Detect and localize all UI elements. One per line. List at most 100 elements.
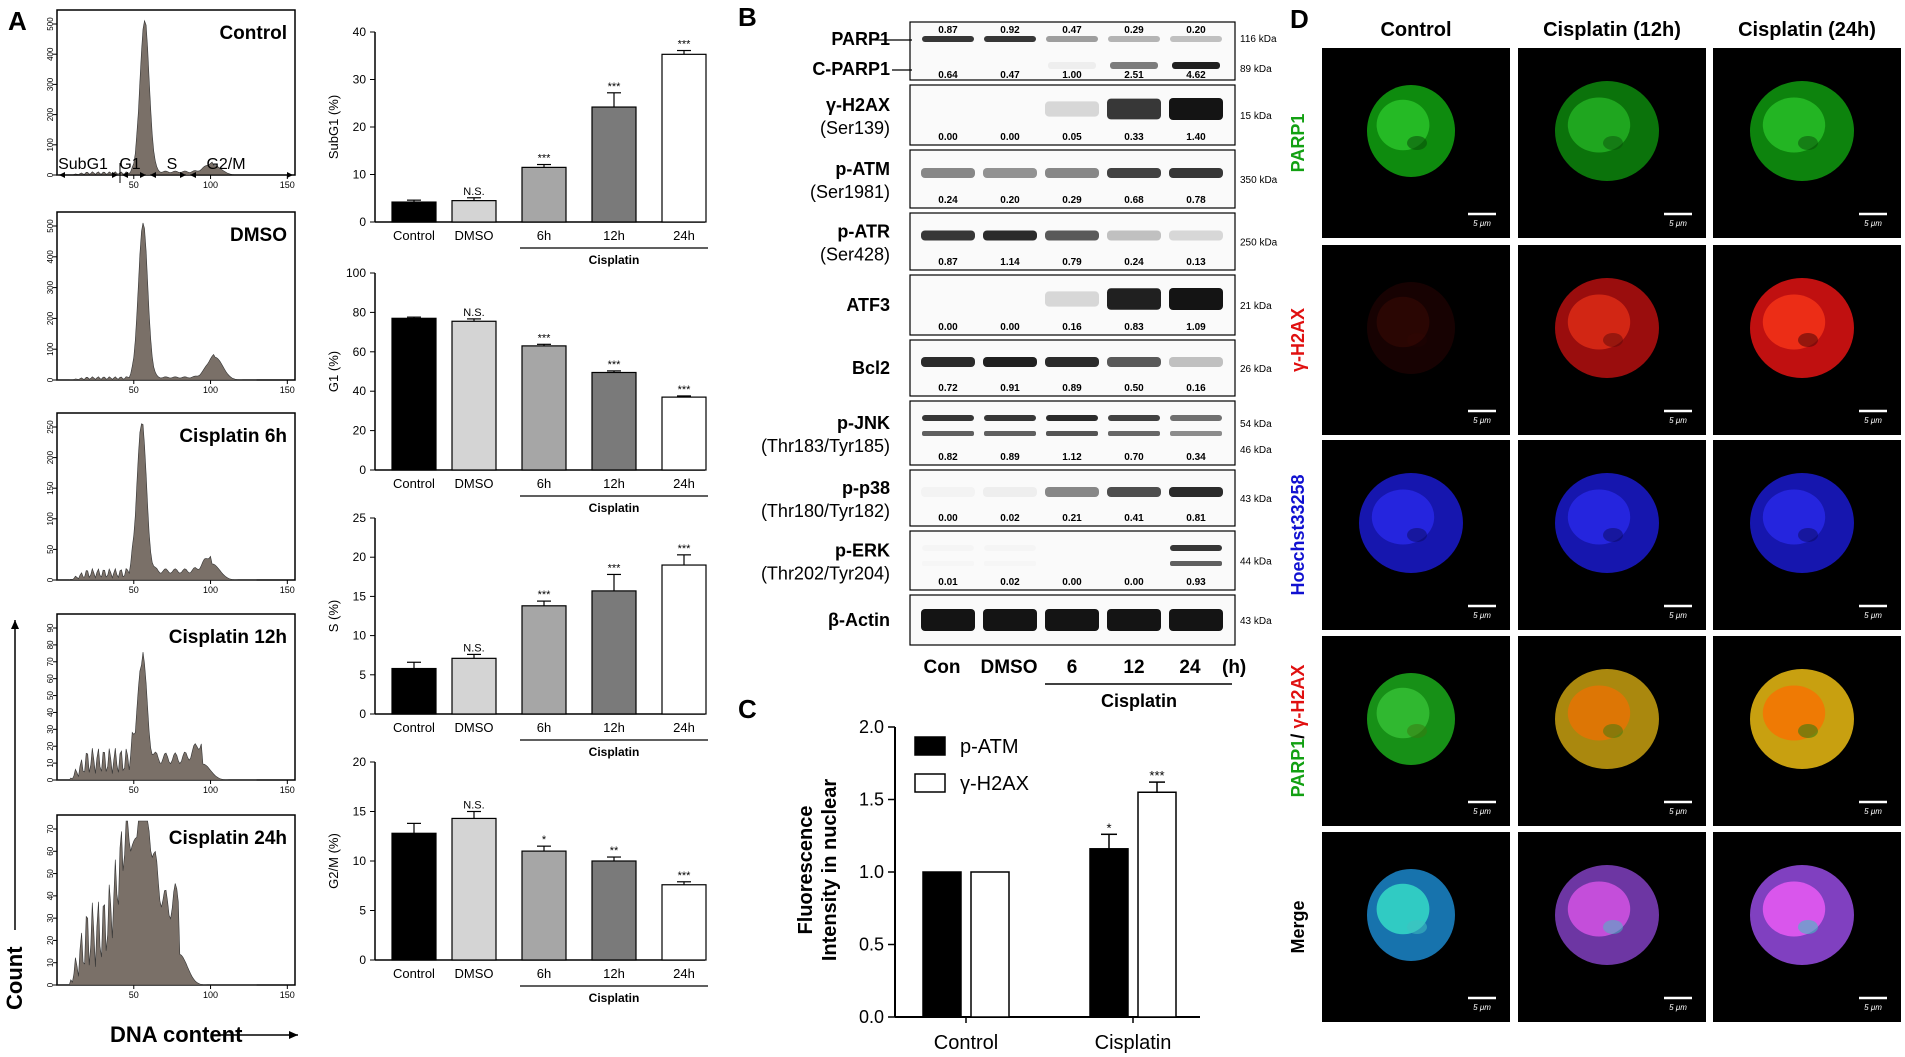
significance-label: *** xyxy=(538,332,552,344)
blot-band xyxy=(1169,168,1223,178)
band-value: 0.93 xyxy=(1186,577,1206,588)
kda-label: 46 kDa xyxy=(1240,445,1272,456)
flow-xtick-label: 150 xyxy=(280,785,295,795)
flow-histogram xyxy=(57,652,257,781)
band-value: 1.12 xyxy=(1062,452,1082,463)
flow-ytick-label: 500 xyxy=(46,17,55,31)
kda-label: 44 kDa xyxy=(1240,557,1272,568)
blot-band xyxy=(984,36,1036,42)
bar-ytick-label: 15 xyxy=(353,805,367,819)
blot-label: p-ATM xyxy=(835,159,890,179)
region-label: G2/M xyxy=(206,156,245,173)
flow-ytick-label: 0 xyxy=(46,982,55,987)
bar xyxy=(391,832,437,961)
flow-ytick-label: 50 xyxy=(46,544,55,553)
bar-ytick-label: 10 xyxy=(353,854,367,868)
kda-label: 116 kDa xyxy=(1240,34,1277,45)
bar-category-label: 24h xyxy=(673,720,695,735)
band-value: 0.68 xyxy=(1124,195,1144,206)
region-arrowhead-right xyxy=(112,172,118,178)
row-label: PARP1/ γ-H2AX xyxy=(1288,665,1308,798)
band-value: 0.47 xyxy=(1062,25,1082,36)
bar-ytick-label: 5 xyxy=(359,904,366,918)
group-label: Cisplatin xyxy=(1101,691,1177,711)
bar-category-label: 12h xyxy=(603,228,625,243)
blot-band xyxy=(983,487,1037,497)
flow-ytick-label: 100 xyxy=(46,138,55,152)
blot-band xyxy=(983,168,1037,178)
flow-ytick-label: 400 xyxy=(46,47,55,61)
band-value: 1.40 xyxy=(1186,132,1206,143)
blot-band xyxy=(921,168,975,178)
significance-label: N.S. xyxy=(463,307,484,319)
blot-frame xyxy=(909,212,1236,271)
blot-frame xyxy=(909,339,1236,397)
band-value: 0.50 xyxy=(1124,383,1144,394)
band-value: 0.87 xyxy=(938,257,958,268)
kda-label: 54 kDa xyxy=(1240,419,1272,430)
lane-label: 6 xyxy=(1067,657,1078,678)
band-value: 0.00 xyxy=(1124,577,1144,588)
bar-category-label: Control xyxy=(393,228,435,243)
flow-xtick-label: 150 xyxy=(280,585,295,595)
bar-ylabel: S (%) xyxy=(326,600,341,633)
nucleolus xyxy=(1798,136,1818,150)
flow-xtick-label: 50 xyxy=(129,785,139,795)
bar-ytick-label: 0 xyxy=(359,215,366,229)
bar xyxy=(521,850,567,961)
nucleolus xyxy=(1798,333,1818,347)
flow-ytick-label: 70 xyxy=(46,657,55,666)
group-label: Cisplatin xyxy=(589,991,640,1005)
blot-band xyxy=(1108,36,1160,42)
blot-band xyxy=(1045,168,1099,178)
bar-ytick-label: 0.0 xyxy=(859,1007,884,1027)
scale-bar-label: 5 μm xyxy=(1864,1003,1882,1012)
bar-category-label: 24h xyxy=(673,228,695,243)
bar-category-label: Control xyxy=(393,476,435,491)
band-value: 0.20 xyxy=(1186,25,1206,36)
blot-band xyxy=(983,102,1037,116)
blot-band xyxy=(1107,609,1161,631)
region-arrowhead-left xyxy=(59,172,65,178)
row-label-part: γ-H2AX xyxy=(1288,665,1308,729)
region-label: SubG1 xyxy=(58,156,108,173)
blot-band xyxy=(922,415,974,421)
nucleolus xyxy=(1603,920,1623,934)
nucleus-highlight xyxy=(1376,296,1430,348)
legend-swatch xyxy=(914,773,946,793)
band-value: 0.00 xyxy=(938,132,958,143)
bar-category-label: 12h xyxy=(603,966,625,981)
scale-bar-label: 5 μm xyxy=(1864,219,1882,228)
flow-frame xyxy=(56,412,296,581)
nucleolus xyxy=(1407,136,1427,150)
panel-label-d: D xyxy=(1290,4,1309,34)
blot-band xyxy=(1107,487,1161,497)
blot-sublabel: (Ser139) xyxy=(820,118,890,138)
row-label-part: PARP1 xyxy=(1288,739,1308,798)
significance-label: N.S. xyxy=(463,642,484,654)
region-arrowhead-right xyxy=(180,172,186,178)
significance-label: *** xyxy=(608,359,622,371)
flow-ytick-label: 100 xyxy=(46,512,55,526)
bar xyxy=(521,605,567,715)
row-label-part: / xyxy=(1288,729,1308,739)
flow-xtick-label: 50 xyxy=(129,180,139,190)
band-value: 0.20 xyxy=(1000,195,1020,206)
bar-ytick-label: 60 xyxy=(353,345,367,359)
blot-band xyxy=(1048,62,1096,69)
bar xyxy=(451,657,497,715)
blot-frame xyxy=(909,469,1236,527)
blot-band xyxy=(1107,357,1161,367)
flow-ytick-label: 30 xyxy=(46,724,55,733)
bar-ytick-label: 80 xyxy=(353,305,367,319)
bar-category-label: 6h xyxy=(537,720,551,735)
region-arrowhead-left xyxy=(190,172,196,178)
flow-ylabel: Count xyxy=(2,946,27,1010)
flow-ytick-label: 300 xyxy=(46,280,55,294)
panel-label-b: B xyxy=(738,2,757,32)
group-label: Cisplatin xyxy=(589,501,640,515)
region-label: G1 xyxy=(119,156,140,173)
blot-band xyxy=(983,357,1037,367)
band-value: 1.09 xyxy=(1186,322,1206,333)
